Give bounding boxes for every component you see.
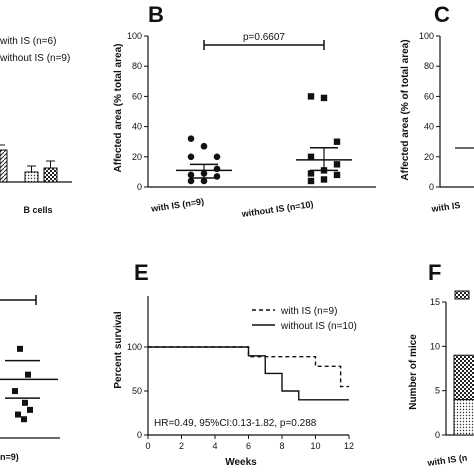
panel-b-category-1: with IS (n=9) [150,196,205,213]
panel-b-point-without [333,171,341,179]
panel-e-xtick-label: 8 [279,441,284,451]
panel-f-bars [453,354,474,436]
panel-b-point-without [307,153,315,160]
panel-b-ytick-label: 20 [132,152,142,162]
panel-e-lines [148,346,349,401]
panel-b-point-with [187,177,195,185]
panel-d-point [25,371,31,378]
panel-e-axes: 0 50 100 0 2 4 6 8 10 12 [127,296,354,451]
panel-a-category-bcells: B cells [23,205,52,215]
panel-d-point [17,345,23,352]
panel-b-point-without [333,161,341,168]
panel-f-ytick-label: 10 [430,341,440,351]
panel-b-point-with [187,135,195,142]
panel-c-ytick-label: 80 [424,61,434,71]
panel-b-point-without [320,94,328,102]
panel-d-point [27,406,33,413]
panel-b-point-without [320,176,328,183]
panel-e-xlabel: Weeks [225,457,257,468]
panel-f: F Number of mice 0 5 10 15 with IS (n [408,260,474,468]
panel-c-ytick-label: 60 [424,91,434,101]
panel-d-category-1: n=9) [0,452,19,462]
panel-e-xtick-label: 2 [179,441,184,451]
panel-b-point-without [307,177,315,185]
panel-a-bar-partial [0,149,8,183]
panel-d-point [15,411,21,418]
panel-b-point-with [187,153,195,161]
panel-f-ytick-label: 5 [435,386,440,396]
panel-letter-b: B [148,2,164,27]
panel-e: E Percent survival Weeks 0 50 100 0 2 4 6 8 10 12… [113,260,357,468]
panel-c-ytick-label: 20 [424,152,434,162]
panel-b-ytick-label: 0 [137,182,142,192]
panel-e-xtick-label: 6 [246,441,251,451]
panel-e-ytick-label: 0 [137,430,142,440]
panel-b-y-axis: 0 20 40 60 80 100 [127,31,149,192]
panel-b-marks [176,93,352,185]
panel-c-y-axis: 0 20 40 60 80 100 [419,31,441,192]
panel-a-legend-1: with IS (n=6) [0,36,56,47]
panel-e-line-with-is [148,346,349,388]
panel-b-point-without [307,93,315,100]
panel-f-legend-swatch [454,290,470,300]
panel-d-marks [0,345,58,423]
panel-b-point-with [200,177,208,185]
panel-b-point-with [213,153,221,161]
panel-c-ylabel: Affected area (% of total area) [400,39,411,180]
panel-d: n=9) [0,295,60,462]
panel-c-ytick-label: 0 [429,182,434,192]
panel-b-ytick-label: 100 [127,31,142,41]
panel-d-point [21,416,27,423]
panel-letter-e: E [134,260,149,285]
panel-a-bar-bcells-with [24,171,39,183]
panel-b-point-with [187,171,195,179]
panel-letter-f: F [428,260,441,285]
panel-a: with IS (n=6) without IS (n=9) B cells [0,36,72,215]
panel-letter-c: C [434,2,450,27]
panel-e-xtick-label: 10 [310,441,320,451]
panel-d-point [12,388,18,395]
panel-e-legend-1: with IS (n=9) [280,306,337,317]
panel-e-xtick-label: 12 [344,441,354,451]
panel-b-point-with [213,173,221,180]
panel-b-point-with [213,165,221,173]
panel-d-point [22,399,28,406]
panel-b: B Affected area (% total area) 0 20 40 60 80… [113,2,376,219]
panel-b-category-2: without IS (n=10) [240,199,314,219]
panel-c-ytick-label: 40 [424,122,434,132]
panel-f-bar-lower [453,399,474,436]
panel-c: C Affected area (% of total area) 0 20 40 6… [400,2,474,214]
panel-c-category-1: with IS [430,200,461,214]
panel-c-ytick-label: 100 [419,31,434,41]
panel-e-ytick-label: 100 [127,342,142,352]
panel-e-ylabel: Percent survival [113,311,124,388]
panel-b-pvalue: p=0.6607 [243,32,285,43]
panel-b-point-without [333,138,341,145]
panel-b-point-with [200,142,208,150]
panel-e-ytick-label: 50 [132,386,142,396]
panel-b-ytick-label: 40 [132,122,142,132]
panel-e-legend-2: without IS (n=10) [280,321,357,332]
panel-f-bar-upper [453,354,474,401]
panel-e-hr-annotation: HR=0.49, 95%CI:0.13-1.82, p=0.288 [154,418,317,429]
panel-f-ytick-label: 15 [430,297,440,307]
panel-e-xtick-label: 0 [145,441,150,451]
panel-a-legend-2: without IS (n=9) [0,53,70,64]
panel-f-category-1: with IS (n [426,453,468,469]
panel-a-bar-bcells-without [43,167,58,183]
panel-b-ytick-label: 60 [132,91,142,101]
panel-e-line-without-is [148,346,349,401]
panel-f-ytick-label: 0 [435,430,440,440]
panel-e-xtick-label: 4 [212,441,217,451]
panel-b-ytick-label: 80 [132,61,142,71]
panel-b-point-without [307,170,315,177]
panel-f-ylabel: Number of mice [408,334,419,410]
panel-b-ylabel: Affected area (% total area) [113,44,124,173]
